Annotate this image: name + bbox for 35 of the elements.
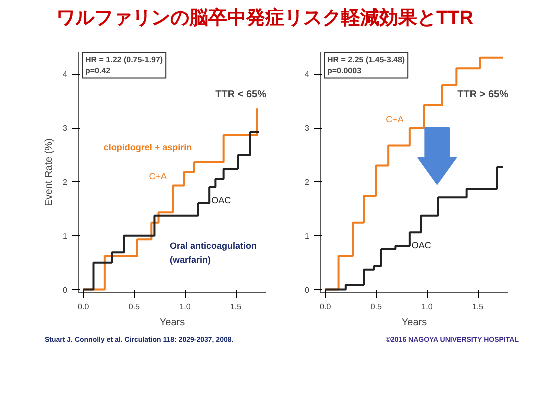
- annotation: Oral anticoagulation: [170, 241, 257, 252]
- series-label: C+A: [149, 172, 168, 182]
- series-label: OAC: [412, 240, 432, 251]
- annotation: HR = 2.25 (1.45-3.48): [328, 56, 406, 64]
- x-tick-label: 1.0: [422, 302, 434, 312]
- y-tick-label: 2: [305, 178, 310, 187]
- x-tick-label: 0.5: [128, 302, 141, 312]
- annotation: TTR < 65%: [216, 90, 267, 100]
- y-tick-label: 1: [63, 232, 68, 241]
- annotation: p=0.0003: [328, 66, 362, 76]
- y-tick-label: 4: [63, 70, 68, 80]
- y-axis-title: Event Rate (%): [44, 138, 56, 206]
- series-label: OAC: [212, 195, 232, 206]
- y-tick-label: 0: [63, 286, 68, 295]
- series-label: C+A: [386, 114, 404, 125]
- annotation: (warfarin): [170, 255, 211, 266]
- annotation: HR = 1.22 (0.75-1.97): [86, 56, 164, 64]
- y-tick-label: 2: [63, 178, 68, 187]
- x-tick-label: 0.0: [320, 302, 332, 312]
- chart-title: ワルファリンの脳卒中発症リスク軽減効果とTTR: [56, 6, 474, 31]
- y-tick-label: 0: [305, 286, 310, 295]
- annotation: TTR > 65%: [458, 90, 509, 100]
- annotation: p=0.42: [86, 66, 112, 76]
- y-tick-label: 3: [305, 124, 310, 134]
- x-tick-label: 1.0: [180, 302, 192, 312]
- y-tick-label: 4: [305, 70, 310, 80]
- annotation: clopidogrel + aspirin: [104, 142, 192, 152]
- x-tick-label: 0.5: [370, 302, 383, 312]
- x-tick-label: 0.0: [78, 302, 90, 312]
- x-tick-label: 1.5: [472, 302, 484, 312]
- x-axis-title: Years: [160, 318, 186, 328]
- y-tick-label: 3: [63, 124, 68, 134]
- x-tick-label: 1.5: [230, 302, 242, 312]
- x-axis-title: Years: [402, 318, 428, 328]
- y-tick-label: 1: [305, 232, 310, 241]
